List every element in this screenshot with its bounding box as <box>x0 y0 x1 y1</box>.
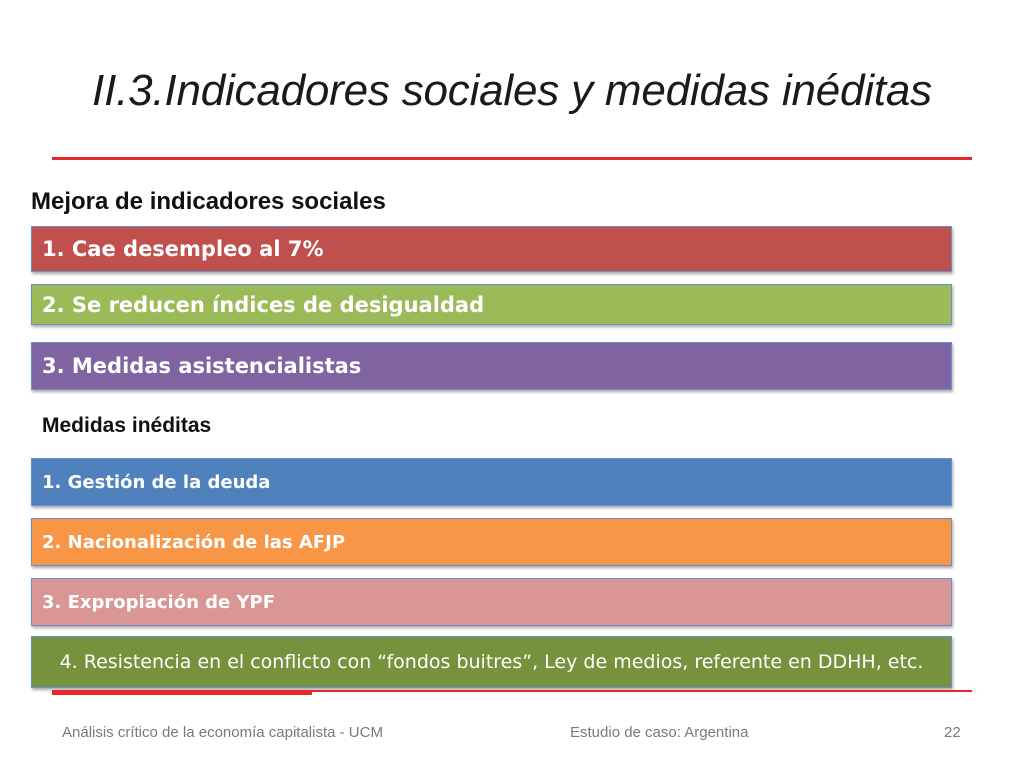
social-item-assistance: 3. Medidas asistencialistas <box>31 342 952 390</box>
bottom-rule-thin <box>312 690 972 692</box>
footer-course: Análisis crítico de la economía capitali… <box>62 724 383 741</box>
measure-item-debt: 1. Gestión de la deuda <box>31 458 952 506</box>
social-item-inequality: 2. Se reducen índices de desigualdad <box>31 284 952 325</box>
social-indicators-heading: Mejora de indicadores sociales <box>31 188 386 215</box>
bottom-rule-thick <box>52 690 312 695</box>
measure-item-resistance: 4. Resistencia en el conflicto con “fond… <box>31 636 952 688</box>
new-measures-heading: Medidas inéditas <box>42 414 212 437</box>
title-underline <box>52 157 972 160</box>
footer-case-study: Estudio de caso: Argentina <box>570 724 749 741</box>
measure-item-ypf: 3. Expropiación de YPF <box>31 578 952 626</box>
slide-title: II.3.Indicadores sociales y medidas inéd… <box>92 66 932 115</box>
footer-page-number: 22 <box>944 724 961 741</box>
measure-item-afjp: 2. Nacionalización de las AFJP <box>31 518 952 566</box>
social-item-unemployment: 1. Cae desempleo al 7% <box>31 226 952 272</box>
